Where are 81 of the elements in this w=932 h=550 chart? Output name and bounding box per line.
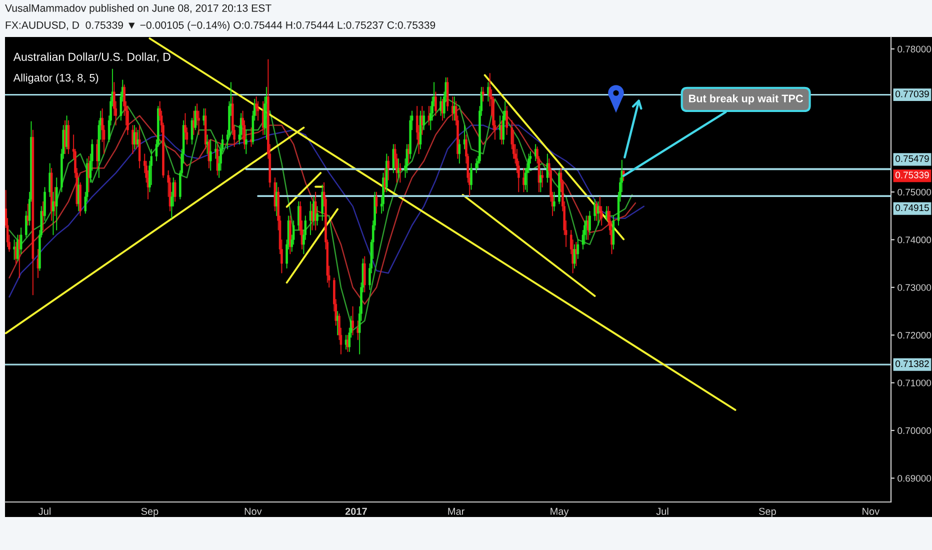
y-tick-label: 0.75000 (898, 188, 932, 196)
candlestick (311, 204, 314, 230)
candlestick (314, 192, 317, 230)
candlestick (336, 311, 339, 336)
candlestick (352, 306, 354, 336)
candlestick (375, 192, 378, 214)
candlestick (446, 77, 449, 112)
annotation: 0.75339 (896, 172, 929, 178)
candlestick (250, 127, 252, 147)
x-tick-label: Jul (656, 508, 668, 515)
line-series (8, 98, 633, 331)
candlestick (419, 110, 422, 150)
candlestick (397, 158, 400, 178)
text: Australian Dollar/U.S. Dollar, D (13, 52, 170, 62)
y-tick-label: 0.71000 (898, 380, 932, 386)
y-tick-label: 0.74000 (898, 236, 932, 244)
candlestick (553, 192, 556, 212)
candlestick (88, 156, 90, 192)
candlestick (245, 130, 248, 154)
candlestick (132, 125, 134, 154)
candlestick (32, 130, 34, 296)
candlestick (67, 120, 70, 154)
x-tick-label: Jul (38, 508, 50, 515)
candlestick (206, 134, 208, 154)
x-tick-label: Nov (862, 508, 880, 515)
x-tick-label: Nov (244, 508, 262, 515)
y-tick-label: 0.78000 (898, 46, 932, 52)
y-tick-label: 0.72000 (898, 332, 932, 339)
annotation: But break up wait TPC (689, 94, 804, 104)
candlestick (453, 96, 456, 121)
candlestick (133, 125, 136, 150)
candlestick (428, 106, 430, 126)
candlestick (26, 204, 29, 226)
candlestick (265, 86, 268, 140)
candlestick (558, 170, 560, 204)
candlestick (522, 168, 525, 192)
ref-line-label: 0.71382 (896, 360, 929, 368)
candlestick (289, 216, 292, 254)
x-tick-label: Mar (448, 508, 464, 515)
candlestick (612, 216, 615, 250)
candlestick (546, 154, 549, 183)
candlestick (192, 110, 195, 135)
candlestick (216, 144, 219, 176)
candlestick (540, 170, 542, 192)
candlestick (470, 163, 472, 190)
candlestick (463, 125, 466, 150)
candlestick (209, 139, 212, 171)
candlestick (421, 106, 424, 135)
candlestick (138, 125, 141, 168)
y-tick-label: 0.73000 (898, 284, 932, 291)
candlestick (506, 106, 508, 135)
candlestick (597, 201, 600, 226)
candlestick (434, 92, 437, 116)
x-tick-label: Sep (759, 508, 776, 517)
candlestick (356, 320, 360, 340)
x-tick-label: May (550, 508, 569, 517)
candlestick (441, 98, 444, 121)
candlestick (487, 82, 490, 102)
text: VusalMammadov published on June 08, 2017 20:13 EST (5, 4, 272, 14)
candlestick (321, 184, 324, 221)
candlestick (364, 256, 366, 292)
candlestick (48, 163, 51, 197)
candlestick (214, 139, 217, 159)
text: FX:AUDUSD, D 0.75339 ▼ −0.00105 (−0.14%) O:0.75444 H:0.75444 L:0.75237 C:0.75339 (6, 21, 436, 31)
candlestick (392, 144, 395, 174)
candlestick (18, 234, 21, 278)
y-tick-label: 0.70000 (898, 427, 932, 434)
candlestick (50, 168, 53, 221)
candlestick (42, 201, 44, 230)
candlestick (458, 139, 461, 164)
candlestick (482, 86, 484, 102)
candlestick (202, 108, 206, 126)
x-tick-label: Sep (141, 508, 158, 517)
series-label: 0.75479 (896, 155, 929, 162)
text: Alligator (13, 8, 5) (13, 74, 98, 84)
candlestick (36, 249, 40, 278)
ref-line-label: 0.77039 (896, 90, 929, 98)
x-tick-label: 2017 (345, 508, 367, 515)
series-label: 0.74915 (896, 204, 929, 212)
y-tick-label: 0.69000 (898, 474, 932, 482)
candlestick (174, 180, 176, 202)
